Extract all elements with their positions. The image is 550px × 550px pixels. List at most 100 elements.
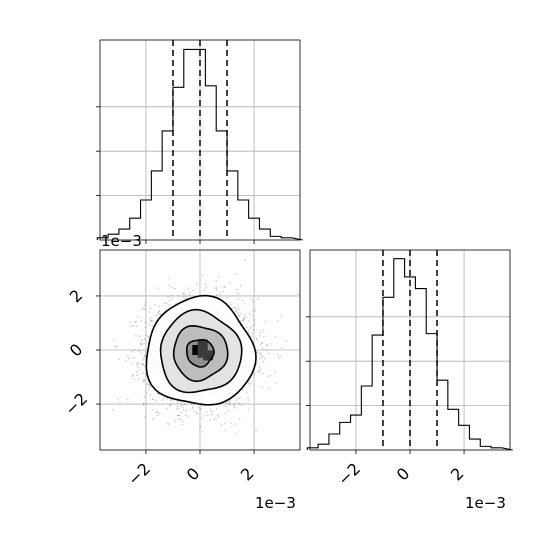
scatter-point (243, 317, 245, 320)
scatter-point (223, 286, 226, 289)
scatter-point (155, 314, 158, 317)
scatter-point (251, 325, 253, 328)
scatter-point (138, 369, 141, 371)
scatter-point (176, 401, 179, 404)
scatter-point (215, 407, 218, 410)
scatter-point (267, 375, 270, 378)
scatter-point (266, 344, 269, 347)
joint-xtick-label-2: 2 (237, 464, 258, 485)
scatter-point (184, 414, 187, 416)
scatter-point (252, 323, 255, 326)
scatter-point (167, 423, 170, 426)
scatter-point (197, 406, 200, 409)
scatter-point (258, 370, 261, 373)
joint-frame (99, 249, 301, 451)
scatter-point (176, 405, 179, 408)
scatter-point (255, 429, 258, 432)
scatter-point (258, 366, 261, 368)
scatter-point (255, 338, 258, 341)
scatter-point (216, 287, 218, 289)
scatter-point (220, 423, 223, 426)
joint-x-offset-label: 1e−3 (255, 494, 296, 512)
scatter-point (260, 341, 263, 344)
right-hist-bar-13 (448, 409, 459, 450)
scatter-point (143, 365, 146, 368)
scatter-point (161, 399, 164, 401)
scatter-point (242, 317, 245, 320)
scatter-point (150, 319, 153, 322)
scatter-point (203, 289, 206, 292)
right-hist-bar-2 (329, 434, 340, 450)
scatter-point (141, 363, 143, 366)
scatter-point (173, 419, 176, 422)
scatter-point (237, 307, 240, 310)
scatter-point (148, 324, 151, 327)
scatter-point (247, 397, 249, 399)
scatter-point (224, 405, 227, 408)
scatter-point (185, 295, 187, 298)
scatter-point (182, 409, 185, 412)
scatter-point (140, 343, 143, 346)
scatter-point (199, 408, 202, 410)
scatter-point (250, 382, 252, 385)
scatter-point (170, 403, 173, 406)
right-hist-bar-11 (426, 334, 437, 450)
contour-line-3 (186, 339, 215, 368)
right-hist-bar-8 (394, 259, 405, 450)
scatter-point (209, 409, 212, 412)
scatter-point (242, 319, 245, 322)
scatter-point (158, 412, 161, 415)
scatter-point (243, 302, 246, 305)
scatter-point (136, 362, 138, 365)
scatter-point (217, 415, 220, 418)
scatter-point (144, 304, 147, 306)
scatter-point (252, 310, 254, 312)
scatter-point (263, 357, 266, 359)
density-core-0 (192, 345, 203, 355)
scatter-point (179, 411, 182, 414)
scatter-point (117, 398, 120, 400)
right-hist-bar-6 (372, 335, 383, 450)
scatter-point (142, 402, 145, 405)
scatter-point (171, 297, 173, 300)
scatter-point (254, 309, 257, 311)
scatter-point (224, 422, 226, 425)
scatter-point (238, 314, 240, 317)
scatter-point (201, 274, 204, 276)
scatter-point (163, 397, 166, 400)
scatter-point (145, 334, 148, 337)
scatter-point (129, 321, 132, 323)
scatter-point (130, 362, 133, 365)
scatter-point (262, 329, 265, 332)
scatter-point (247, 408, 250, 411)
scatter-point (187, 287, 189, 290)
scatter-point (227, 410, 230, 412)
scatter-point (253, 373, 256, 376)
scatter-point (155, 411, 158, 414)
density-core-3 (197, 339, 208, 350)
scatter-point (252, 328, 255, 331)
scatter-point (191, 406, 194, 408)
scatter-point (246, 326, 248, 329)
scatter-point (144, 301, 147, 304)
scatter-point (260, 386, 263, 388)
scatter-point (227, 401, 230, 404)
right-hist-bar-15 (469, 439, 480, 450)
scatter-point (126, 398, 129, 401)
scatter-point (224, 412, 227, 415)
scatter-point (140, 351, 143, 354)
scatter-point (214, 287, 217, 289)
scatter-point (137, 350, 140, 352)
scatter-point (247, 381, 250, 384)
scatter-point (205, 286, 208, 289)
scatter-point (168, 299, 171, 302)
scatter-point (167, 422, 169, 425)
scatter-point (269, 342, 272, 345)
scatter-point (211, 410, 214, 413)
scatter-point (144, 355, 147, 358)
scatter-point (274, 335, 276, 338)
scatter-point (258, 334, 261, 337)
scatter-point (280, 315, 283, 318)
scatter-point (206, 414, 209, 417)
scatter-point (181, 404, 184, 406)
